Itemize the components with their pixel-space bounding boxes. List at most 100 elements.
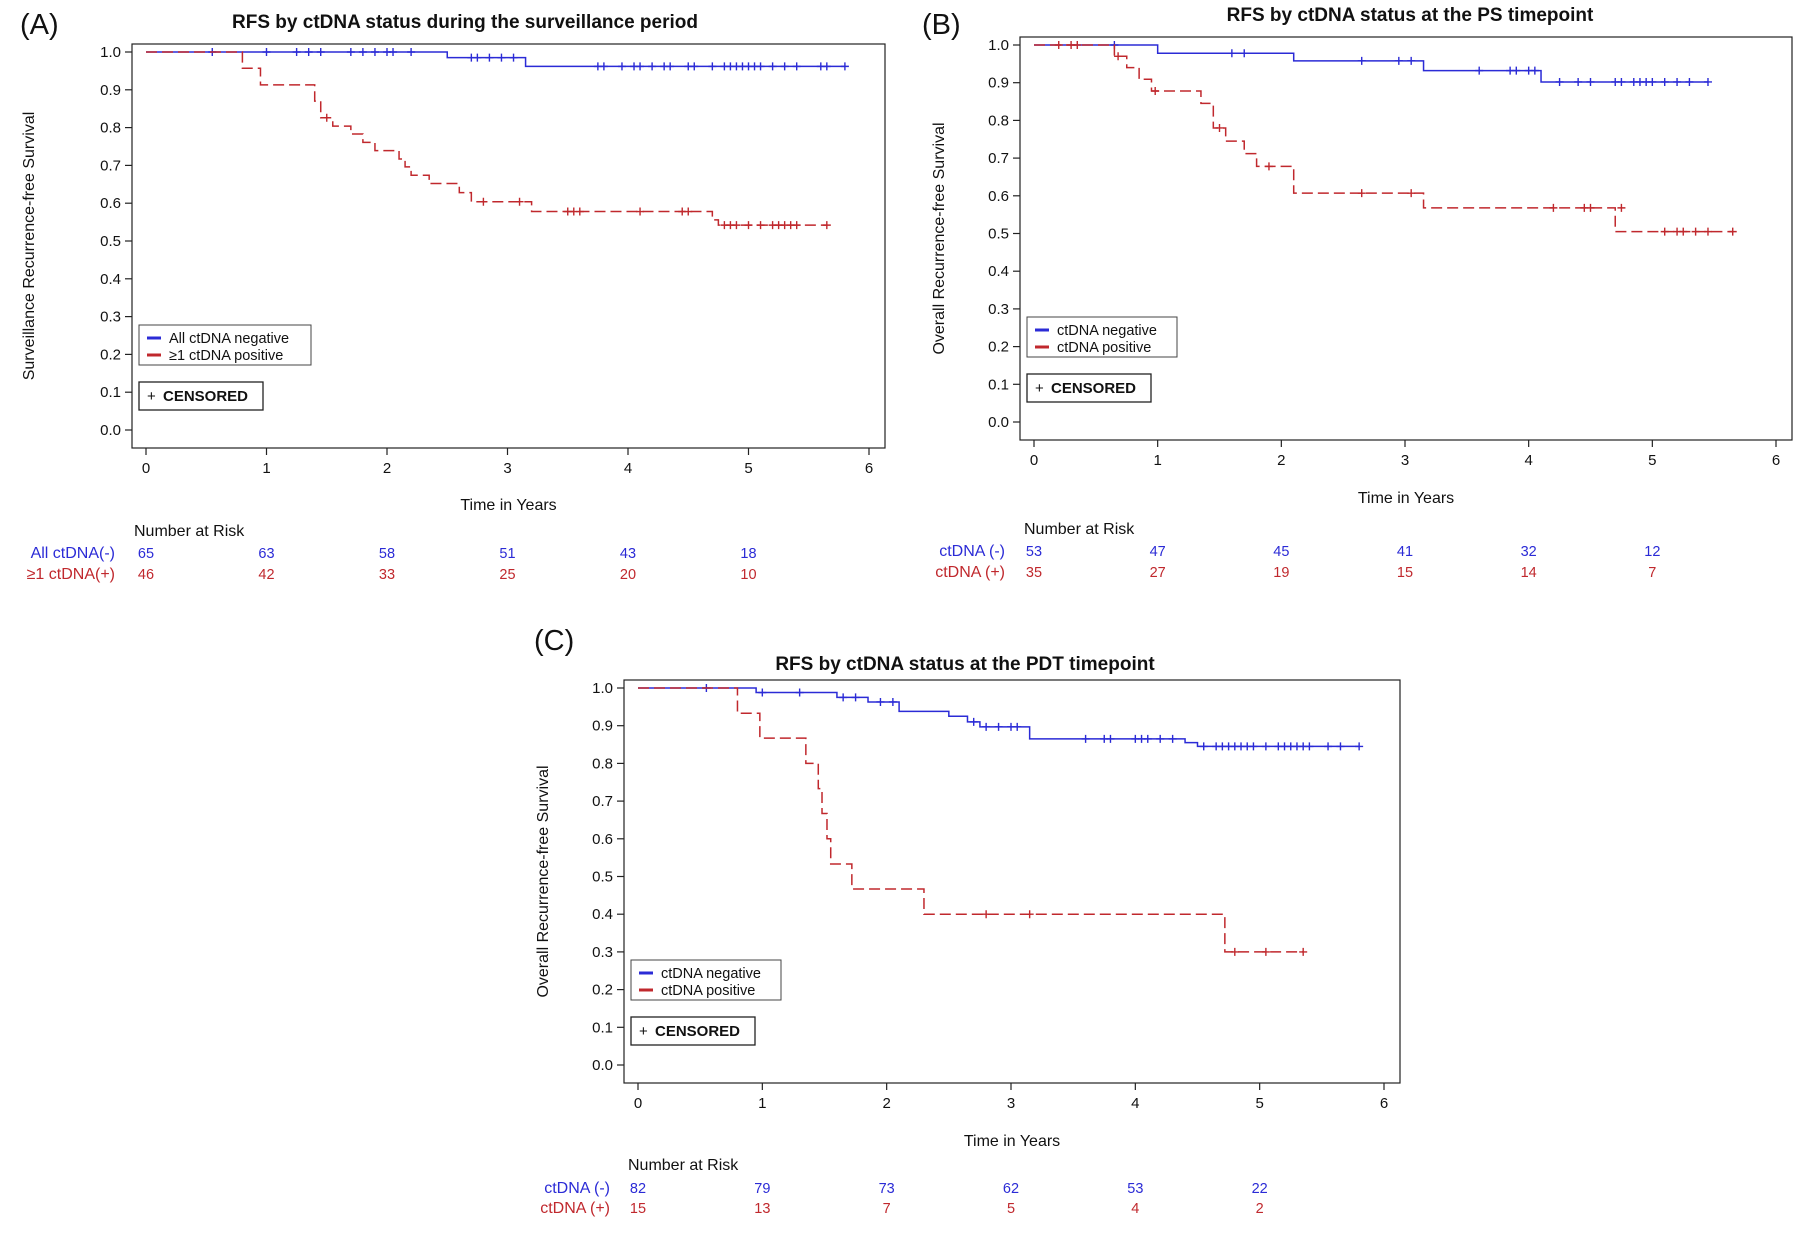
censor-mark-negative xyxy=(888,697,897,706)
x-tick-label: 0 xyxy=(142,460,150,477)
y-tick-label: 1.0 xyxy=(100,44,121,61)
censor-mark-negative xyxy=(969,717,978,726)
censor-mark-negative xyxy=(1013,722,1022,731)
risk-value-negative: 51 xyxy=(499,546,515,562)
risk-row-label-positive: ≥1 ctDNA(+) xyxy=(27,566,115,583)
censor-mark-negative xyxy=(1240,49,1249,58)
y-axis-label: Overall Recurrence-free Survival xyxy=(535,765,552,997)
series-line-positive xyxy=(146,51,827,226)
y-tick-label: 0.7 xyxy=(100,157,121,174)
panel-label: (B) xyxy=(922,9,961,41)
x-tick-label: 1 xyxy=(1153,452,1161,469)
risk-value-positive: 15 xyxy=(630,1201,646,1217)
censor-mark-negative xyxy=(497,53,506,62)
y-tick-label: 0.4 xyxy=(592,906,613,923)
chart-title: RFS by ctDNA status at the PDT timepoint xyxy=(775,654,1155,675)
km-panel-a: (A) RFS by ctDNA status during the survei… xyxy=(20,9,886,583)
x-tick-label: 0 xyxy=(1030,452,1038,469)
risk-value-negative: 12 xyxy=(1644,544,1660,560)
chart-title: RFS by ctDNA status at the PS timepoint xyxy=(1227,5,1594,26)
y-tick-label: 0.5 xyxy=(988,226,1009,243)
censor-mark-negative xyxy=(1673,77,1682,86)
censor-mark-positive xyxy=(1230,947,1239,956)
censor-mark-positive xyxy=(1261,947,1270,956)
censor-mark-negative xyxy=(648,62,657,71)
km-panel-c: (C) RFS by ctDNA status at the PDT timepo… xyxy=(534,625,1401,1217)
censor-mark-negative xyxy=(1199,742,1208,751)
x-tick-label: 4 xyxy=(1131,1095,1139,1112)
x-tick-label: 2 xyxy=(1277,452,1285,469)
x-tick-label: 6 xyxy=(865,460,873,477)
y-tick-label: 0.1 xyxy=(592,1019,613,1036)
x-tick-label: 4 xyxy=(624,460,632,477)
y-tick-label: 1.0 xyxy=(592,680,613,697)
x-tick-label: 5 xyxy=(1255,1095,1263,1112)
x-tick-label: 1 xyxy=(262,460,270,477)
x-axis-label: Time in Years xyxy=(964,1133,1060,1150)
censor-mark-positive xyxy=(1215,123,1224,132)
censor-mark-negative xyxy=(690,62,699,71)
censor-mark-negative xyxy=(666,62,675,71)
censor-mark-negative xyxy=(839,693,848,702)
risk-value-positive: 13 xyxy=(754,1201,770,1217)
censor-mark-negative xyxy=(485,53,494,62)
censor-mark-negative xyxy=(1586,77,1595,86)
censor-mark-negative xyxy=(1685,77,1694,86)
risk-value-negative: 62 xyxy=(1003,1181,1019,1197)
y-tick-label: 0.8 xyxy=(988,112,1009,129)
censor-mark-negative xyxy=(1336,742,1345,751)
censor-mark-negative xyxy=(982,722,991,731)
series-line-positive xyxy=(1034,44,1733,233)
risk-value-negative: 65 xyxy=(138,546,154,562)
risk-value-negative: 47 xyxy=(1150,544,1166,560)
censor-mark-negative xyxy=(1574,77,1583,86)
censor-mark-positive xyxy=(1679,227,1688,236)
y-tick-label: 0.1 xyxy=(988,376,1009,393)
risk-value-negative: 18 xyxy=(740,546,756,562)
y-tick-label: 0.9 xyxy=(988,75,1009,92)
censored-legend-label: CENSORED xyxy=(655,1023,740,1040)
series-line-negative xyxy=(1034,44,1708,83)
y-tick-label: 0.4 xyxy=(988,263,1009,280)
y-tick-label: 0.2 xyxy=(592,982,613,999)
y-tick-label: 0.8 xyxy=(592,755,613,772)
risk-row-label-negative: All ctDNA(-) xyxy=(31,545,115,562)
censor-mark-positive xyxy=(1728,227,1737,236)
legend-label-positive: ≥1 ctDNA positive xyxy=(169,348,283,364)
risk-value-positive: 27 xyxy=(1150,565,1166,581)
risk-value-positive: 2 xyxy=(1256,1201,1264,1217)
censored-legend-label: CENSORED xyxy=(1051,380,1136,397)
y-tick-label: 0.9 xyxy=(100,82,121,99)
censor-mark-negative xyxy=(792,62,801,71)
censor-mark-positive xyxy=(1114,52,1123,61)
censor-mark-negative xyxy=(262,48,271,56)
y-tick-label: 0.6 xyxy=(988,188,1009,205)
censor-mark-negative xyxy=(851,693,860,702)
series-line-negative xyxy=(638,687,1360,748)
y-tick-label: 0.3 xyxy=(592,944,613,961)
risk-value-negative: 32 xyxy=(1521,544,1537,560)
censor-mark-negative xyxy=(636,62,645,71)
risk-value-negative: 79 xyxy=(754,1181,770,1197)
censored-legend-symbol: + xyxy=(1035,380,1044,397)
risk-value-positive: 10 xyxy=(740,567,756,583)
risk-row-label-positive: ctDNA (+) xyxy=(935,564,1005,581)
risk-value-positive: 14 xyxy=(1521,565,1537,581)
legend-box xyxy=(138,324,312,366)
censor-mark-negative xyxy=(795,688,804,697)
risk-value-positive: 33 xyxy=(379,567,395,583)
plot-frame xyxy=(623,679,1401,1084)
risk-value-positive: 25 xyxy=(499,567,515,583)
censor-mark-negative xyxy=(292,48,301,56)
risk-value-positive: 19 xyxy=(1273,565,1289,581)
risk-table-title: Number at Risk xyxy=(1024,521,1135,538)
censor-mark-negative xyxy=(1703,77,1712,86)
censored-legend-box xyxy=(138,381,264,411)
risk-value-negative: 73 xyxy=(879,1181,895,1197)
risk-value-negative: 63 xyxy=(258,546,274,562)
risk-value-negative: 53 xyxy=(1026,544,1042,560)
y-tick-label: 0.3 xyxy=(988,301,1009,318)
y-axis-label: Surveillance Recurrence-free Survival xyxy=(21,112,38,381)
y-tick-label: 0.6 xyxy=(100,195,121,212)
